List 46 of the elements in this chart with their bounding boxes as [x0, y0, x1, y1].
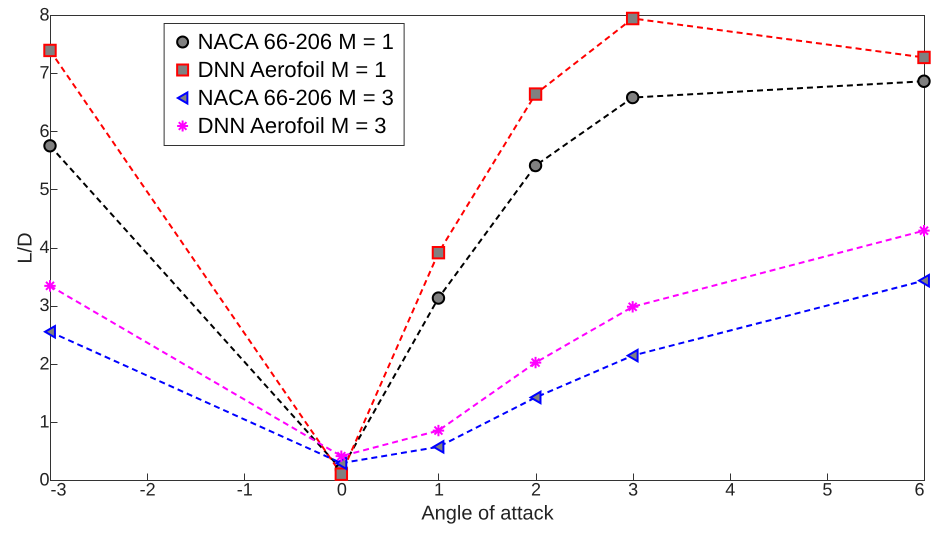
point	[626, 12, 640, 26]
y-axis-title: L/D	[14, 232, 36, 264]
point	[528, 356, 542, 370]
point	[626, 300, 640, 314]
point	[528, 87, 542, 101]
y-tick-label: 4	[39, 237, 50, 257]
point	[44, 325, 56, 338]
point	[432, 424, 446, 438]
legend-label: DNN Aerofoil M = 3	[198, 113, 387, 138]
y-tick-label: 6	[39, 120, 50, 141]
x-tick-label: 5	[822, 480, 832, 500]
point	[626, 90, 640, 104]
x-axis-title: Angle of attack	[421, 502, 555, 524]
x-tick-label: 0	[336, 480, 347, 500]
legend-label: DNN Aerofoil M = 1	[198, 57, 387, 82]
point	[528, 158, 542, 172]
point	[918, 274, 930, 288]
y-tick-label: 1	[39, 411, 50, 432]
y-tick-label: 2	[39, 353, 50, 374]
point	[917, 50, 931, 64]
point	[43, 139, 57, 152]
point	[432, 246, 446, 260]
point	[530, 390, 542, 404]
point	[626, 348, 639, 362]
x-tick-label: 4	[725, 480, 736, 500]
x-tick-label: 1	[434, 480, 444, 500]
x-tick-label: 6	[914, 480, 924, 500]
y-tick-label: 5	[39, 178, 50, 199]
y-tick-label: 3	[39, 295, 50, 316]
point	[43, 44, 57, 58]
point	[917, 74, 931, 88]
point	[917, 224, 931, 238]
legend-label: NACA 66-206 M = 1	[198, 29, 394, 54]
x-tick-label: -2	[140, 480, 156, 500]
y-tick-label: 7	[39, 62, 50, 83]
x-tick-label: 2	[531, 480, 542, 500]
x-tick-label: -1	[236, 480, 253, 500]
point	[334, 467, 348, 481]
point	[334, 449, 348, 463]
point	[432, 291, 446, 305]
legend-label: NACA 66-206 M = 3	[198, 85, 394, 110]
point	[43, 279, 57, 293]
y-tick-label: 8	[39, 4, 50, 24]
point	[432, 440, 444, 454]
x-tick-label: 3	[628, 480, 638, 500]
x-tick-label: -3	[50, 480, 67, 500]
